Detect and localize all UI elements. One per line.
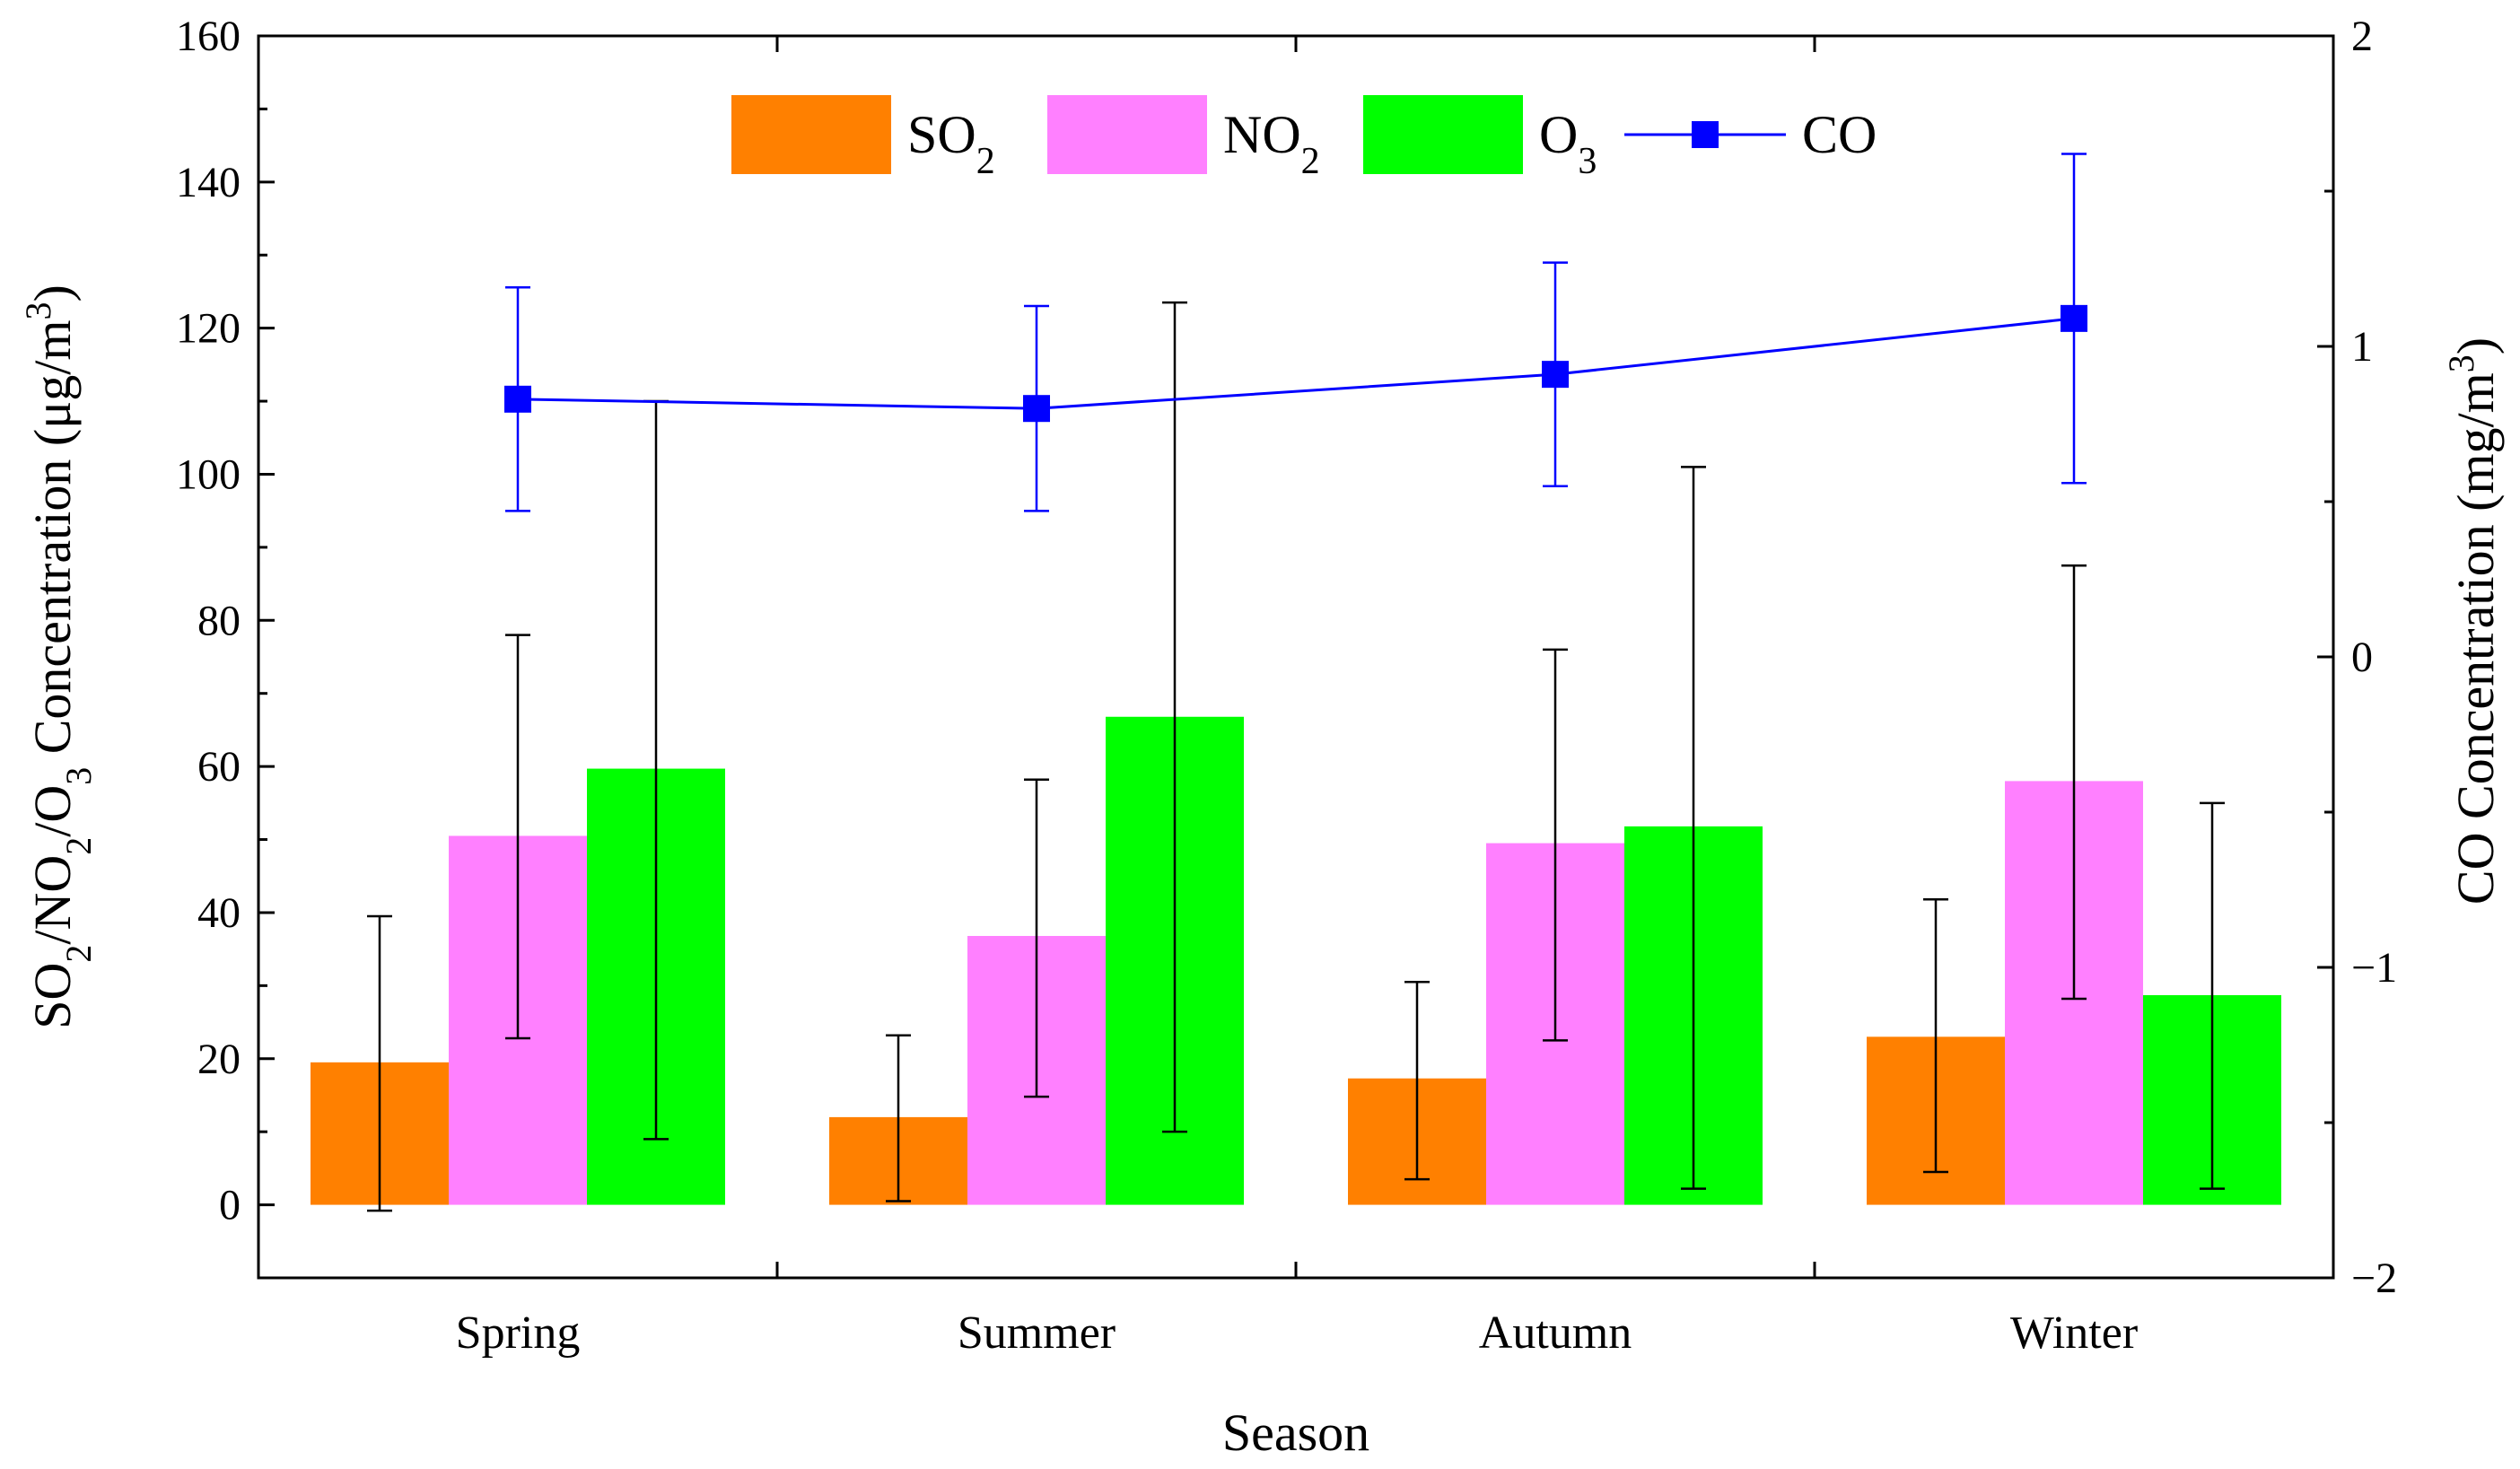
errorbar-so2-spring bbox=[367, 914, 392, 1212]
legend-label-so2: SO2 bbox=[907, 105, 995, 182]
left-tick-label: 60 bbox=[197, 743, 241, 791]
axes: 0 20 40 60 80 100 120 140 160 −2 −1 0 1 2 Spring Summer… bbox=[18, 13, 2506, 1462]
co-point-summer bbox=[1023, 395, 1050, 423]
co-point-winter bbox=[2061, 304, 2087, 332]
errorbar-o3-autumn bbox=[1681, 466, 1706, 1190]
errorbar-so2-autumn bbox=[1404, 981, 1430, 1181]
right-tick-label: 2 bbox=[2351, 13, 2373, 60]
right-tick-label: −1 bbox=[2351, 944, 2397, 992]
right-axis-title: CO Concentration (mg/m3) bbox=[2441, 337, 2506, 905]
left-tick-label: 100 bbox=[176, 450, 241, 498]
left-tick-label: 0 bbox=[219, 1182, 241, 1229]
right-tick-label: 0 bbox=[2351, 634, 2373, 681]
left-tick-label: 160 bbox=[176, 13, 241, 60]
legend-swatch-so2 bbox=[731, 95, 891, 174]
co-series-line bbox=[517, 317, 2075, 410]
error-bars bbox=[367, 301, 2225, 1212]
left-tick-label: 20 bbox=[197, 1036, 241, 1083]
x-category-label: Summer bbox=[958, 1307, 1116, 1359]
errorbar-no2-spring bbox=[505, 634, 530, 1040]
errorbar-so2-summer bbox=[886, 1034, 911, 1202]
errorbar-o3-winter bbox=[2200, 801, 2225, 1190]
right-tick-label: −2 bbox=[2351, 1255, 2397, 1302]
legend-swatch-o3 bbox=[1363, 95, 1523, 174]
legend-label-o3: O3 bbox=[1539, 105, 1597, 182]
left-axis-title: SO2/NO2/O3 Concentration (μg/m3) bbox=[18, 284, 99, 1029]
co-line bbox=[504, 153, 2087, 512]
co-point-autumn bbox=[1542, 361, 1569, 389]
x-axis-title: Season bbox=[1222, 1403, 1369, 1462]
errorbar-o3-summer bbox=[1162, 301, 1187, 1133]
errorbar-no2-summer bbox=[1024, 778, 1049, 1098]
legend-label-co: CO bbox=[1802, 105, 1877, 164]
legend-swatch-no2 bbox=[1047, 95, 1207, 174]
errorbar-no2-autumn bbox=[1543, 648, 1568, 1042]
bars bbox=[311, 716, 2281, 1205]
errorbar-so2-winter bbox=[1923, 898, 1948, 1174]
left-tick-label: 80 bbox=[197, 597, 241, 644]
errorbar-no2-winter bbox=[2061, 564, 2087, 1001]
x-category-label: Winter bbox=[2010, 1307, 2138, 1359]
right-tick-label: 1 bbox=[2351, 323, 2373, 371]
legend: SO2 NO2 O3 CO bbox=[731, 95, 1877, 182]
legend-swatch-co-marker bbox=[1692, 121, 1719, 148]
co-point-spring bbox=[504, 385, 531, 413]
x-category-label: Spring bbox=[456, 1307, 581, 1359]
left-tick-label: 120 bbox=[176, 305, 241, 353]
x-category-label: Autumn bbox=[1479, 1307, 1632, 1359]
legend-label-no2: NO2 bbox=[1223, 105, 1320, 182]
left-tick-label: 140 bbox=[176, 159, 241, 206]
left-tick-label: 40 bbox=[197, 889, 241, 937]
